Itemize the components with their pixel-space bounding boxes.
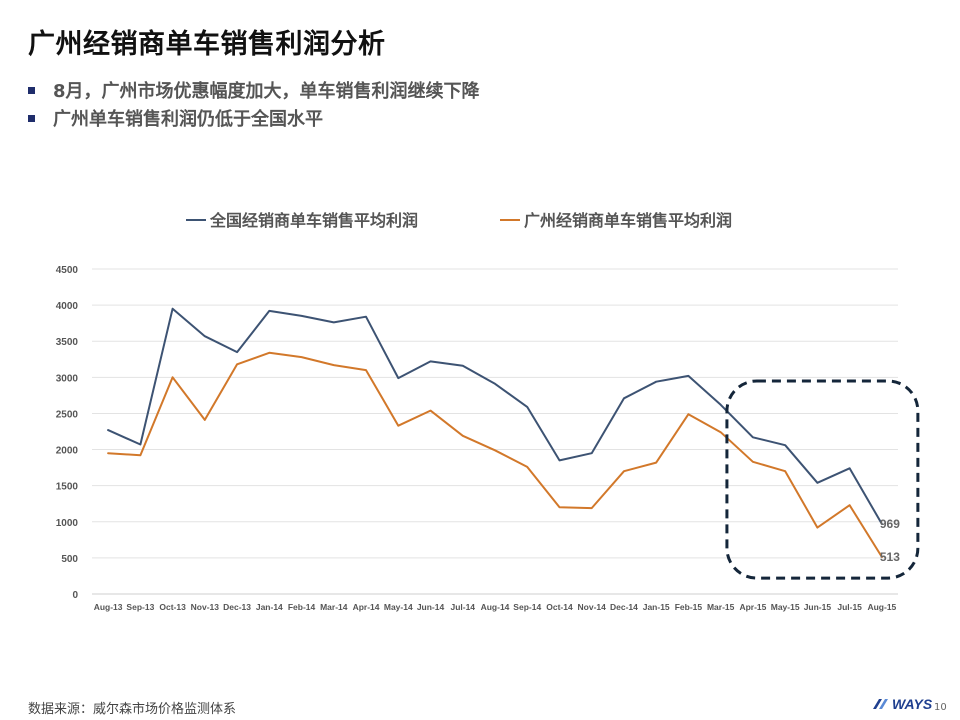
page-number: 10 [934,702,947,713]
data-label: 513 [880,550,900,564]
x-tick-label: Apr-14 [353,602,380,612]
x-tick-label: Dec-13 [223,602,251,612]
data-label: 969 [880,517,900,531]
y-tick-label: 4500 [56,265,79,276]
legend-label: 全国经销商单车销售平均利润 [209,211,418,230]
x-tick-label: Jul-15 [837,602,862,612]
x-tick-label: Jan-15 [643,602,670,612]
highlight-box [725,379,920,580]
x-tick-label: Oct-13 [159,602,186,612]
x-tick-label: Sep-14 [513,602,541,612]
x-tick-label: Aug-13 [94,602,123,612]
series-line-1 [107,351,883,558]
bullet-square-icon [28,114,35,122]
page-title: 广州经销商单车销售利润分析 [28,29,386,60]
x-tick-label: Nov-14 [578,602,607,612]
logo-swoosh-icon [873,699,888,709]
x-tick-label: Jun-15 [804,602,832,612]
x-tick-label: Jan-14 [256,602,283,612]
x-tick-label: Feb-15 [675,602,703,612]
bullet-text: 8月，广州市场优惠幅度加大，单车销售利润继续下降 [53,81,480,102]
bullet-text: 广州单车销售利润仍低于全国水平 [53,109,323,130]
y-tick-label: 3000 [56,373,79,384]
x-tick-label: May-15 [771,602,800,612]
bullet-item: 广州单车销售利润仍低于全国水平 [28,104,480,132]
y-tick-label: 2000 [56,446,79,457]
bullet-list: 8月，广州市场优惠幅度加大，单车销售利润继续下降 广州单车销售利润仍低于全国水平 [28,76,480,132]
source-note: 数据来源：威尔森市场价格监测体系 [28,702,237,717]
x-tick-label: Oct-14 [546,602,573,612]
y-tick-label: 1000 [56,518,79,529]
ways-logo: WAYS [872,696,932,712]
x-tick-label: Feb-14 [288,602,316,612]
x-tick-label: Sep-13 [126,602,154,612]
x-tick-label: Apr-15 [739,602,766,612]
x-tick-label: Aug-14 [481,602,510,612]
logo-text: WAYS [892,696,933,712]
bullet-square-icon [28,86,35,94]
series-line-0 [107,307,883,525]
y-tick-label: 500 [61,554,78,565]
x-tick-label: Aug-15 [867,602,896,612]
y-tick-label: 4000 [56,301,79,312]
x-tick-label: Mar-14 [320,602,348,612]
x-tick-label: Nov-13 [191,602,220,612]
legend-label: 广州经销商单车销售平均利润 [524,211,732,230]
y-tick-label: 0 [72,590,78,601]
y-tick-label: 3500 [56,337,79,348]
x-tick-label: Dec-14 [610,602,638,612]
y-tick-label: 2500 [56,409,79,420]
x-tick-label: Mar-15 [707,602,735,612]
bullet-item: 8月，广州市场优惠幅度加大，单车销售利润继续下降 [28,76,480,104]
x-tick-label: May-14 [384,602,413,612]
x-tick-label: Jun-14 [417,602,445,612]
x-tick-label: Jul-14 [450,602,475,612]
y-tick-label: 1500 [56,482,79,493]
line-chart: 0 500 1000 1500 2000 2500 3000 3500 4000 4500 Aug-… [56,211,920,612]
